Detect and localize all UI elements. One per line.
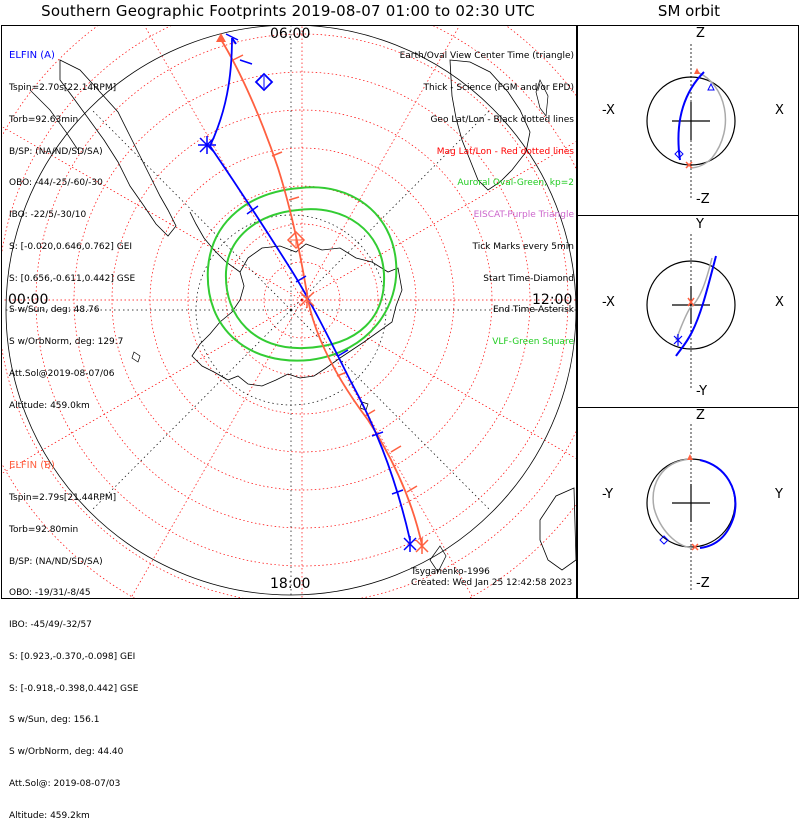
elfin-b-line: S: [-0.918,-0.398,0.442] GSE [9, 683, 139, 694]
view-center-asterisk [299, 290, 315, 308]
sm-panel-2-bottom: -Y [696, 384, 708, 399]
elfin-a-line: S: [0.656,-0.611,0.442] GSE [9, 273, 136, 284]
elfin-b-line: Tspin=2.79s[21.44RPM] [9, 492, 117, 503]
legend-item: Thick - Science (FGM and/or EPD) [423, 82, 574, 93]
elfin-a-line: Torb=92.63min [9, 114, 79, 125]
sm-panel-2-top: Y [696, 217, 704, 232]
elfin-a-line: S w/OrbNorm, deg: 129.7 [9, 337, 124, 348]
legend-item: Tick Marks every 5min [472, 241, 574, 252]
elfin-a-end-asterisk-2 [403, 536, 417, 552]
sm-panel-1-right: X [775, 103, 784, 118]
antarctica-coastline [191, 243, 403, 387]
legend-item: Geo Lat/Lon - Black dotted lines [430, 114, 574, 125]
elfin-b-line: IBO: -45/49/-32/57 [9, 620, 92, 631]
elfin-b-end-asterisk [415, 538, 429, 554]
sm-panel-2-right: X [775, 295, 784, 310]
auroral-oval-outer [206, 186, 398, 362]
created-timestamp: Created: Wed Jan 25 12:42:58 2023 [411, 578, 573, 588]
legend-item: Mag Lat/Lon - Red dotted lines [436, 146, 574, 157]
elfin-b-name: ELFIN (B) [9, 460, 55, 472]
elfin-a-info: ELFIN (A) Tspin=2.70s[22.14RPM] Torb=92.… [9, 30, 135, 422]
elfin-a-end-asterisk [198, 136, 216, 154]
south-america-coastline [59, 59, 177, 237]
clock-label-bottom: 18:00 [270, 576, 311, 592]
elfin-a-start-diamond [254, 72, 274, 92]
elfin-b-start-diamond [286, 230, 306, 250]
antarctic-peninsula [189, 211, 241, 273]
elfin-a-line: Tspin=2.70s[22.14RPM] [9, 82, 117, 93]
sm-panel-3-right: Y [775, 487, 783, 502]
sm-panel-2-left: -X [602, 295, 615, 310]
elfin-b-info: ELFIN (B) Tspin=2.79s[21.44RPM] Torb=92.… [9, 440, 138, 832]
model-credit: Tsyganenko-1996 [411, 567, 490, 577]
footprint-map [1, 25, 799, 599]
map-frame [1, 25, 577, 599]
legend-item: End Time-Asterisk [492, 305, 574, 316]
sm-orbit-title: SM orbit [657, 2, 721, 20]
sm-panel-1-left: -X [602, 103, 615, 118]
legend-item: VLF-Green Square [492, 337, 574, 348]
sm-panel-1-top: Z [696, 26, 705, 41]
legend-item: Earth/Oval View Center Time (triangle) [399, 51, 574, 62]
elfin-b-line: Att.Sol@: 2019-08-07/03 [9, 779, 121, 789]
elfin-a-line: OBO: -44/-25/-60/-30 [9, 178, 103, 189]
elfin-a-ticks [239, 59, 404, 495]
elfin-a-line: Att.Sol@2019-08-07/06 [9, 369, 115, 379]
australia-coastline [539, 487, 576, 571]
elfin-b-ticks [232, 54, 418, 493]
legend-item: Auroral Oval-Green, kp=2 [457, 178, 574, 189]
elfin-b-line: S: [0.923,-0.370,-0.098] GEI [9, 651, 136, 662]
sm-panel-3-bottom: -Z [696, 576, 710, 591]
sm-frame [577, 25, 799, 599]
sm-panel-yz [646, 424, 737, 590]
elfin-b-line: B/SP: (NA/ND/SD/SA) [9, 556, 103, 567]
elfin-b-view-center-triangle [216, 33, 226, 42]
sm-panel-3-top: Z [696, 408, 705, 423]
sm-panel-xz [646, 44, 736, 198]
elfin-b-line: OBO: -19/31/-8/45 [9, 588, 91, 599]
elfin-b-track [219, 37, 423, 546]
elfin-a-line: S w/Sun, deg: 48.76 [9, 305, 100, 316]
clock-label-right: 12:00 [532, 292, 573, 308]
sm-panel-xy [646, 234, 736, 390]
elfin-a-line: Altitude: 459.0km [9, 400, 90, 411]
elfin-b-line: Altitude: 459.2km [9, 810, 90, 821]
sm-panel-1-bottom: -Z [696, 192, 710, 207]
elfin-a-line: IBO: -22/5/-30/10 [9, 210, 87, 221]
auroral-oval-inner [224, 208, 386, 350]
elfin-b-line: S w/Sun, deg: 156.1 [9, 715, 100, 726]
africa-coastline [449, 59, 531, 191]
clock-label-top: 06:00 [270, 26, 311, 42]
sm-panel-3-left: -Y [602, 487, 614, 502]
elfin-a-line: B/SP: (NA/ND/SD/SA) [9, 146, 103, 157]
page-title: Southern Geographic Footprints 2019-08-0… [41, 2, 535, 20]
legend-item: Start Time-Diamond [483, 273, 574, 284]
clock-label-left: 00:00 [8, 292, 49, 308]
legend-item: EISCAT-Purple Triangle [473, 210, 574, 221]
elfin-a-name: ELFIN (A) [9, 50, 55, 62]
legend: Earth/Oval View Center Time (triangle) T… [400, 30, 574, 358]
elfin-b-line: S w/OrbNorm, deg: 44.40 [9, 747, 124, 758]
elfin-a-track [208, 37, 411, 541]
elfin-b-line: Torb=92.80min [9, 524, 79, 535]
elfin-a-line: S: [-0.020,0.646,0.762] GEI [9, 241, 133, 252]
